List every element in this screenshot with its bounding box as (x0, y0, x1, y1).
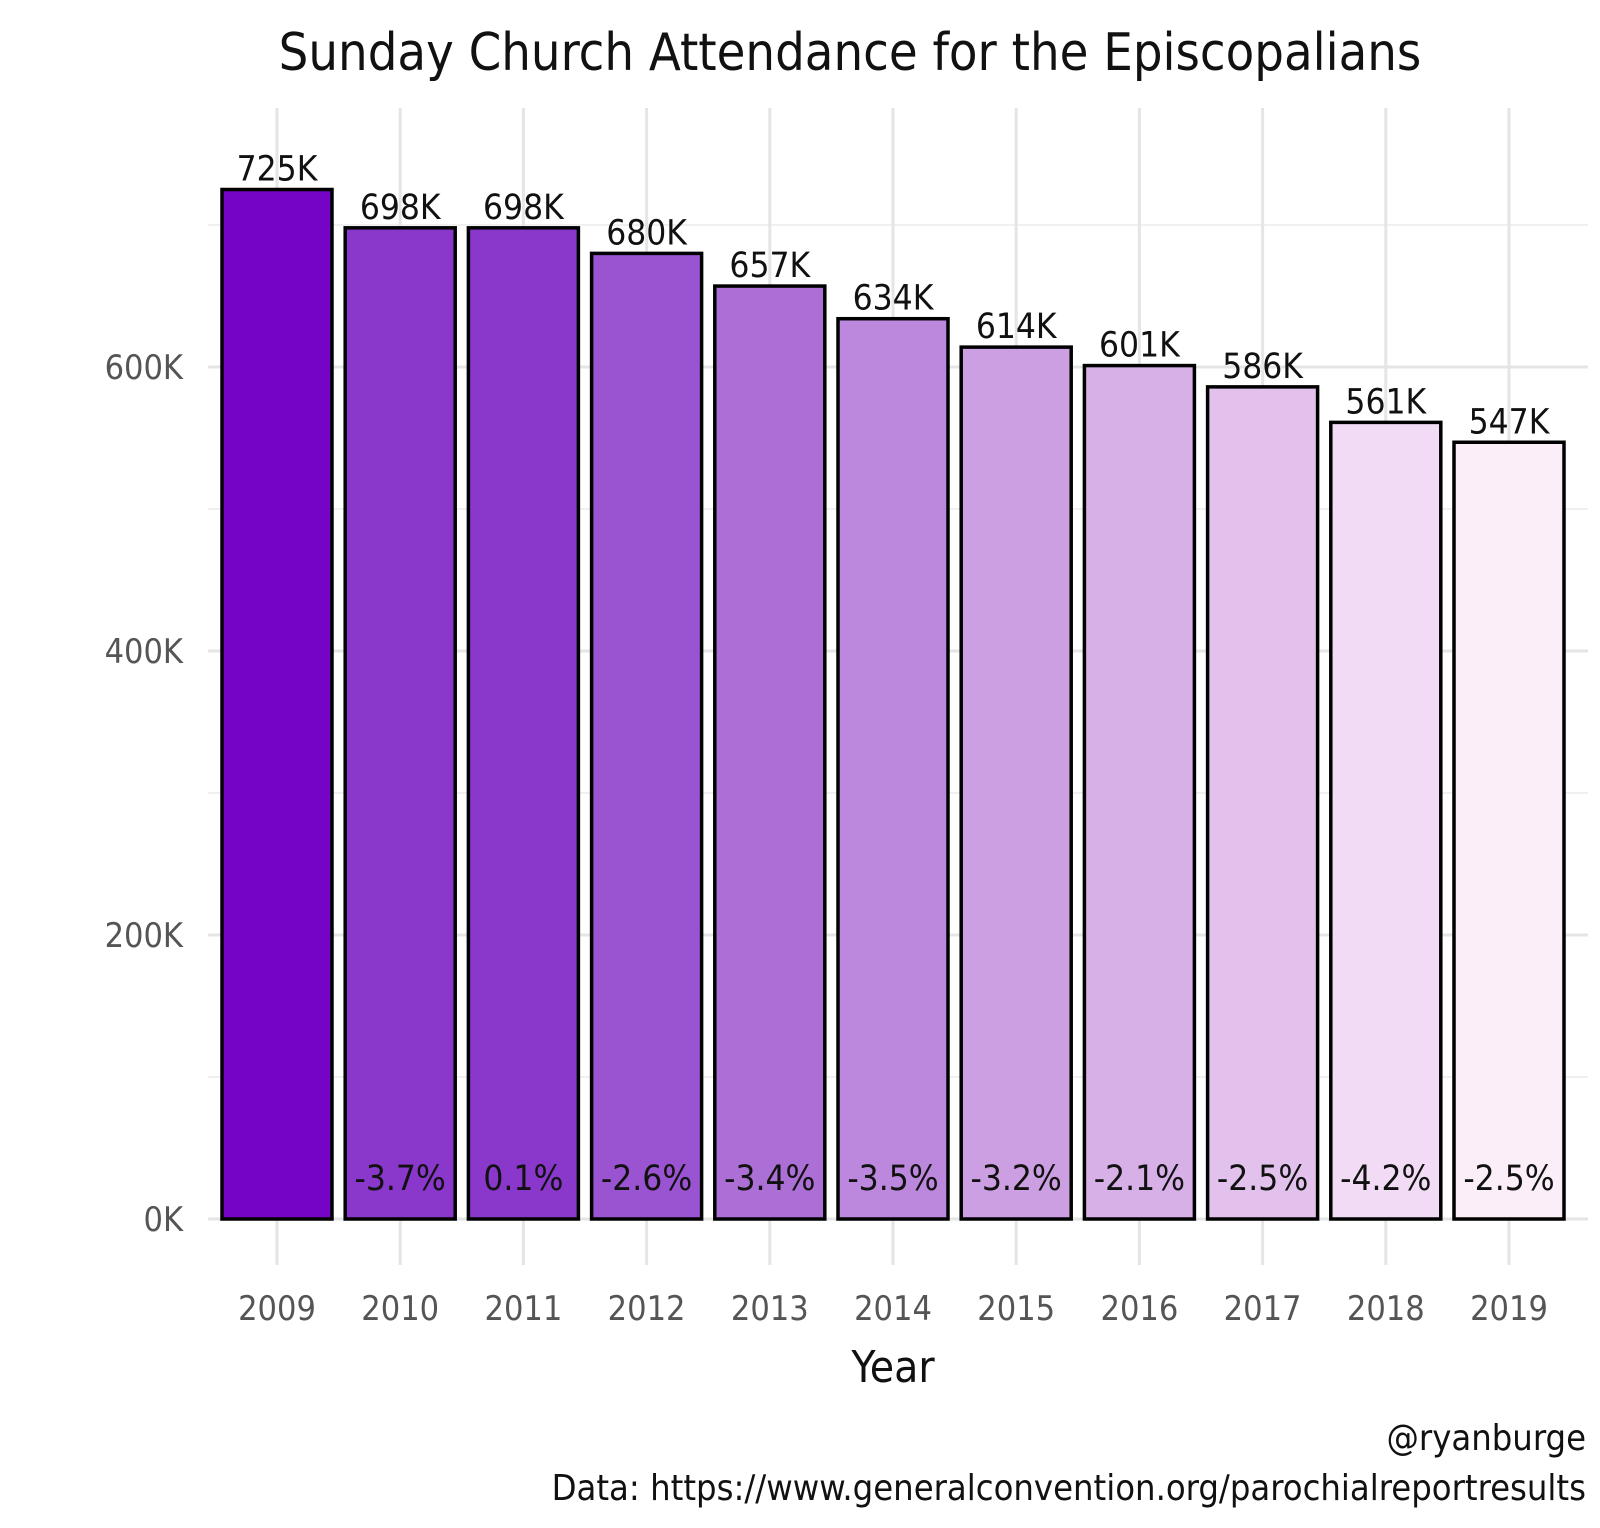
x-tick-label: 2013 (731, 1289, 809, 1329)
bar-2013 (713, 284, 827, 1221)
change-label: -3.5% (847, 1159, 938, 1199)
value-label: 680K (606, 213, 688, 253)
x-tick-label: 2009 (238, 1289, 316, 1329)
bar-2015 (959, 345, 1073, 1221)
bar-2014 (836, 316, 950, 1221)
value-label: 634K (853, 279, 935, 319)
bar-2009 (220, 187, 334, 1221)
bar-2018 (1329, 420, 1443, 1221)
bar-2016 (1082, 363, 1197, 1221)
bar-2011 (466, 226, 581, 1221)
y-tick-label: 600K (105, 348, 184, 388)
x-tick-label: 2016 (1100, 1289, 1178, 1329)
y-axis-ticks: 0K 200K 400K 600K (105, 348, 184, 1240)
value-label: 601K (1099, 326, 1181, 366)
x-tick-label: 2019 (1470, 1289, 1548, 1329)
change-label: -3.4% (724, 1159, 815, 1199)
value-label: 561K (1345, 382, 1427, 422)
y-tick-label: 400K (105, 632, 184, 672)
x-tick-label: 2014 (854, 1289, 932, 1329)
caption-author: @ryanburge (1386, 1418, 1586, 1459)
x-axis-label: Year (850, 1342, 935, 1393)
change-label: -2.1% (1094, 1159, 1185, 1199)
value-label: 698K (360, 188, 442, 228)
bar-2017 (1205, 385, 1320, 1221)
x-tick-label: 2017 (1224, 1289, 1302, 1329)
value-label: 586K (1222, 347, 1304, 387)
value-label: 614K (976, 307, 1058, 347)
change-label: -4.2% (1340, 1159, 1431, 1199)
y-tick-label: 200K (105, 916, 184, 956)
change-label: -3.7% (355, 1159, 446, 1199)
bar-2010 (343, 226, 457, 1221)
chart-title: Sunday Church Attendance for the Episcop… (279, 23, 1422, 83)
x-tick-label: 2010 (361, 1289, 439, 1329)
x-tick-label: 2011 (484, 1289, 562, 1329)
value-label: 725K (237, 150, 319, 190)
change-label: -2.5% (1217, 1159, 1308, 1199)
value-labels: 725K 698K 698K 680K 657K 634K 614K 601K 586K 561K… (237, 150, 1551, 443)
change-label: 0.1% (483, 1159, 563, 1199)
change-label: -3.2% (971, 1159, 1062, 1199)
value-label: 698K (483, 188, 565, 228)
change-label: -2.5% (1463, 1159, 1554, 1199)
bars (220, 187, 1566, 1221)
caption-source: Data: https://www.generalconvention.org/… (552, 1468, 1586, 1509)
x-tick-label: 2018 (1347, 1289, 1425, 1329)
value-label: 547K (1469, 402, 1551, 442)
y-tick-label: 0K (143, 1200, 183, 1240)
bar-2012 (589, 251, 704, 1221)
x-axis-ticks: 2009 2010 2011 2012 2013 2014 2015 2016 2017 2018… (238, 1289, 1548, 1329)
value-label: 657K (729, 246, 811, 286)
bar-2019 (1452, 440, 1566, 1221)
change-label: -2.6% (601, 1159, 692, 1199)
x-tick-label: 2012 (608, 1289, 686, 1329)
change-labels: -3.7% 0.1% -2.6% -3.4% -3.5% -3.2% -2.1% -2.5% -… (355, 1159, 1555, 1199)
x-tick-label: 2015 (977, 1289, 1055, 1329)
